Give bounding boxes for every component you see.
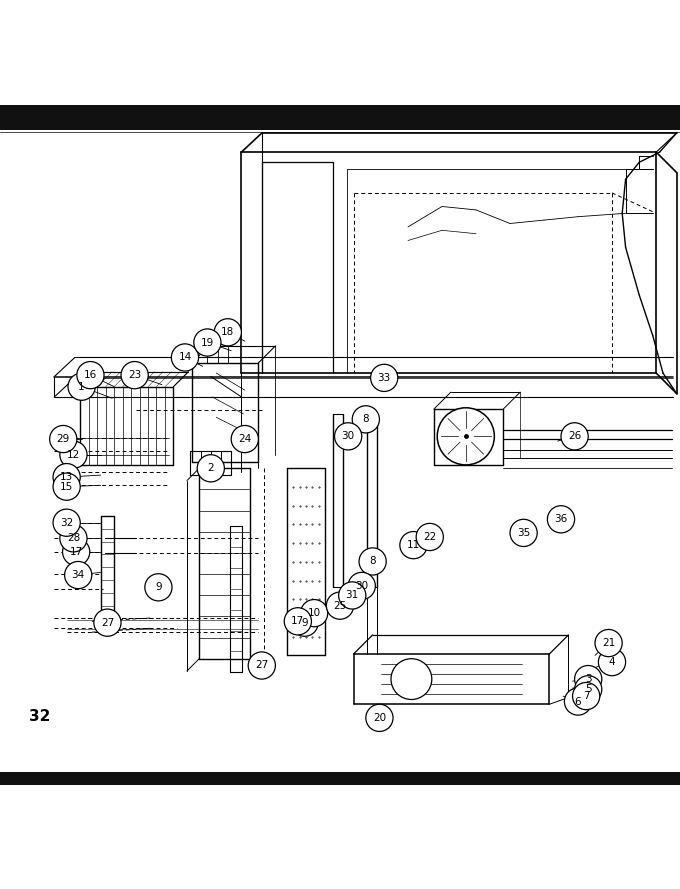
Circle shape <box>547 506 575 533</box>
Text: 20: 20 <box>373 713 386 723</box>
Circle shape <box>371 364 398 391</box>
Text: 28: 28 <box>67 533 80 543</box>
Circle shape <box>291 609 318 637</box>
Text: 19: 19 <box>201 338 214 348</box>
Circle shape <box>53 509 80 536</box>
Text: 10: 10 <box>307 608 321 618</box>
Circle shape <box>94 609 121 637</box>
Circle shape <box>171 344 199 371</box>
Text: 31: 31 <box>345 590 359 600</box>
Text: 22: 22 <box>423 532 437 542</box>
Text: 11: 11 <box>407 541 420 550</box>
Text: 27: 27 <box>255 661 269 670</box>
Circle shape <box>77 362 104 388</box>
Circle shape <box>391 659 432 700</box>
Circle shape <box>400 532 427 559</box>
Circle shape <box>121 362 148 388</box>
Circle shape <box>68 373 95 400</box>
Bar <box>0 105 680 130</box>
Text: 13: 13 <box>60 472 73 482</box>
Text: 35: 35 <box>517 528 530 538</box>
Text: 32: 32 <box>29 709 50 724</box>
Circle shape <box>60 441 87 469</box>
Text: 23: 23 <box>128 370 141 380</box>
Circle shape <box>339 582 366 609</box>
Text: 8: 8 <box>369 557 376 566</box>
Text: 33: 33 <box>377 372 391 383</box>
Circle shape <box>50 426 77 453</box>
Circle shape <box>231 426 258 453</box>
Text: 9: 9 <box>155 582 162 592</box>
Text: 24: 24 <box>238 434 252 444</box>
Text: 29: 29 <box>56 434 70 444</box>
Text: 2: 2 <box>207 463 214 473</box>
Text: 14: 14 <box>178 352 192 363</box>
Text: 8: 8 <box>362 414 369 424</box>
Bar <box>0 773 680 784</box>
Circle shape <box>284 608 311 635</box>
Text: 32: 32 <box>60 517 73 528</box>
Text: 36: 36 <box>554 515 568 525</box>
Text: 16: 16 <box>84 370 97 380</box>
Text: 25: 25 <box>333 601 347 611</box>
Circle shape <box>359 548 386 575</box>
Text: 4: 4 <box>609 657 615 667</box>
Circle shape <box>53 473 80 501</box>
Text: 17: 17 <box>291 616 305 626</box>
Text: 21: 21 <box>602 638 615 648</box>
Text: 12: 12 <box>67 450 80 460</box>
Circle shape <box>510 519 537 547</box>
Text: 34: 34 <box>71 570 85 580</box>
Circle shape <box>366 704 393 732</box>
Circle shape <box>65 562 92 589</box>
Circle shape <box>326 592 354 620</box>
Text: 18: 18 <box>221 327 235 337</box>
Circle shape <box>564 688 592 715</box>
Text: 27: 27 <box>101 618 114 628</box>
Text: 3: 3 <box>585 674 592 685</box>
Text: 7: 7 <box>583 691 590 701</box>
Circle shape <box>214 318 241 346</box>
Circle shape <box>63 539 90 565</box>
Circle shape <box>348 573 375 599</box>
Circle shape <box>575 676 602 703</box>
Circle shape <box>60 525 87 552</box>
Circle shape <box>197 454 224 482</box>
Text: 15: 15 <box>60 482 73 492</box>
Circle shape <box>53 463 80 491</box>
Circle shape <box>352 405 379 433</box>
Circle shape <box>595 629 622 657</box>
Text: 1: 1 <box>78 381 85 392</box>
Circle shape <box>301 599 328 627</box>
Circle shape <box>437 408 494 465</box>
Text: 26: 26 <box>568 431 581 441</box>
Circle shape <box>145 573 172 601</box>
Circle shape <box>194 329 221 356</box>
Circle shape <box>573 683 600 709</box>
Circle shape <box>598 648 626 676</box>
Circle shape <box>561 423 588 450</box>
Circle shape <box>575 666 602 693</box>
Text: 5: 5 <box>585 685 592 694</box>
Circle shape <box>335 423 362 450</box>
Text: 30: 30 <box>355 581 369 591</box>
Circle shape <box>416 524 443 550</box>
Text: 30: 30 <box>341 431 355 441</box>
Circle shape <box>248 652 275 679</box>
Text: 9: 9 <box>301 618 308 628</box>
Text: 17: 17 <box>69 547 83 557</box>
Text: 6: 6 <box>575 697 581 707</box>
